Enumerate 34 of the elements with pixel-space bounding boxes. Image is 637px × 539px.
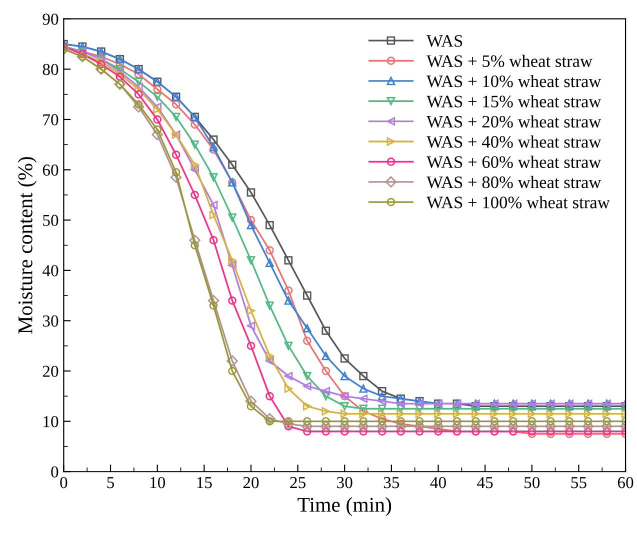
legend-label: WAS + 15% wheat straw <box>426 95 602 108</box>
x-tick-label: 10 <box>150 476 166 488</box>
x-tick-label: 5 <box>107 477 114 488</box>
y-tick-label: 0 <box>51 466 58 478</box>
x-tick-label: 60 <box>618 476 634 488</box>
x-tick-label: 20 <box>243 476 259 488</box>
legend-label: WAS + 60% wheat straw <box>426 156 602 168</box>
legend-label: WAS <box>426 35 462 47</box>
y-tick-label: 70 <box>43 114 58 126</box>
x-tick-label: 40 <box>430 476 446 488</box>
y-tick-label: 10 <box>44 416 58 428</box>
y-tick-label: 90 <box>42 14 58 25</box>
x-tick-label: 15 <box>197 477 212 488</box>
x-tick-label: 35 <box>384 477 400 488</box>
x-tick-label: 45 <box>477 477 493 488</box>
y-tick-label: 60 <box>42 164 58 176</box>
legend-label: WAS + 40% wheat straw <box>426 136 602 148</box>
legend-label: WAS + 100% wheat straw <box>426 196 610 208</box>
legend-label: WAS + 5% wheat straw <box>426 54 592 68</box>
legend-label: WAS + 80% wheat straw <box>426 176 602 188</box>
x-axis-title: Time (min) <box>298 497 392 516</box>
legend-label: WAS + 20% wheat straw <box>426 115 602 128</box>
y-tick-label: 30 <box>42 315 58 327</box>
x-tick-label: 55 <box>571 477 586 488</box>
x-tick-label: 25 <box>290 477 306 488</box>
x-tick-label: 50 <box>524 476 540 488</box>
legend-label: WAS + 10% wheat straw <box>426 74 602 88</box>
x-tick-label: 30 <box>337 476 352 488</box>
y-tick-label: 40 <box>42 265 58 276</box>
y-tick-label: 20 <box>42 366 58 377</box>
y-tick-label: 50 <box>43 214 58 226</box>
x-tick-label: 0 <box>60 476 68 488</box>
y-axis-title: Moisture content (%) <box>18 157 37 334</box>
y-tick-label: 80 <box>42 64 58 76</box>
